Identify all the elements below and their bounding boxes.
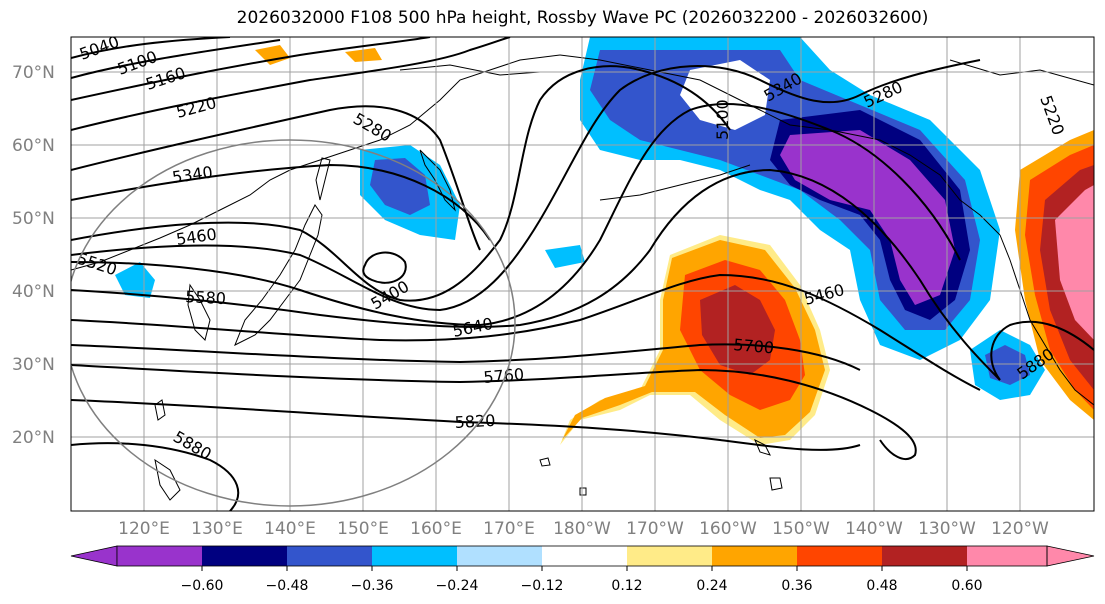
contour-label: 5760 bbox=[483, 365, 525, 387]
coast-north-america-west bbox=[999, 234, 1094, 406]
contour-5520 bbox=[71, 102, 961, 327]
contour-5640 bbox=[71, 273, 981, 391]
lat-label-70n: 70°N bbox=[12, 63, 55, 83]
colorbar-segment bbox=[797, 546, 882, 566]
contour-5040 bbox=[71, 37, 231, 59]
colorbar-tick-label: −0.48 bbox=[266, 578, 309, 594]
contour-label: 5580 bbox=[185, 287, 227, 308]
coast-taiwan-philippines bbox=[154, 399, 181, 501]
contour-5580 bbox=[71, 168, 1001, 381]
colorbar-tick-label: 0.12 bbox=[611, 578, 642, 594]
lon-label: 150°E bbox=[337, 519, 389, 539]
anomaly-positive-east bbox=[970, 130, 1094, 420]
contour-5160 bbox=[71, 37, 431, 101]
colorbar-tick-label: −0.60 bbox=[181, 578, 224, 594]
lon-label: 160°W bbox=[699, 519, 757, 539]
lon-label: 120°E bbox=[118, 519, 170, 539]
anomaly-fill-purple bbox=[780, 130, 955, 305]
lat-label-30n: 30°N bbox=[12, 355, 55, 375]
anomaly-fill-medium-blue bbox=[590, 50, 980, 330]
contour-5820 bbox=[71, 399, 861, 451]
contour-5880-east bbox=[990, 320, 1094, 381]
colorbar-segment bbox=[117, 546, 202, 566]
map-title: 2026032000 F108 500 hPa height, Rossby W… bbox=[236, 8, 929, 28]
longitude-labels: 120°E 130°E 140°E 150°E 160°E 170°E 180°… bbox=[118, 519, 1049, 539]
colorbar-segment bbox=[712, 546, 797, 566]
colorbar-segment bbox=[372, 546, 457, 566]
contour-5880 bbox=[71, 442, 240, 511]
lat-label-40n: 40°N bbox=[12, 282, 55, 302]
coast-japan bbox=[234, 204, 323, 347]
contour-5760 bbox=[71, 364, 917, 460]
coast-aleutians bbox=[599, 164, 751, 201]
height-contours bbox=[71, 37, 1094, 511]
lon-label: 170°E bbox=[483, 519, 535, 539]
lon-label: 120°W bbox=[991, 519, 1049, 539]
contour-5100 bbox=[71, 39, 281, 79]
contour-5340 bbox=[71, 163, 491, 241]
contour-5400 bbox=[71, 65, 731, 302]
colorbar-tick-label: −0.12 bbox=[521, 578, 564, 594]
anomaly-orange-top-left bbox=[255, 45, 290, 65]
coast-hawaii bbox=[539, 438, 783, 496]
colorbar-tick-label: 0.36 bbox=[781, 578, 812, 594]
lat-label-20n: 20°N bbox=[12, 428, 55, 448]
colorbar-segment bbox=[882, 546, 967, 566]
colorbar-segment bbox=[287, 546, 372, 566]
colorbar-ticks bbox=[201, 566, 968, 571]
contour-label: 5100 bbox=[713, 99, 732, 140]
radius-circle bbox=[71, 139, 516, 507]
coast-asia-mainland bbox=[71, 54, 561, 271]
anomaly-positive-central bbox=[560, 235, 830, 445]
colorbar-segment bbox=[967, 546, 1047, 566]
lon-label: 130°E bbox=[191, 519, 243, 539]
colorbar-segment bbox=[542, 546, 627, 566]
lon-label: 140°E bbox=[264, 519, 316, 539]
colorbar-tick-label: −0.36 bbox=[351, 578, 394, 594]
anomaly-small-blue-west bbox=[115, 262, 155, 298]
colorbar-border bbox=[116, 545, 1048, 567]
colorbar-extend-max bbox=[1046, 545, 1095, 567]
positive-fill-dark-red bbox=[700, 285, 775, 375]
contour-5460 bbox=[71, 59, 981, 312]
contour-5220 bbox=[71, 37, 511, 131]
contour-5700 bbox=[71, 343, 861, 371]
coast-kamchatka bbox=[419, 149, 456, 212]
colorbar-extend-min bbox=[70, 545, 118, 567]
coast-sakhalin bbox=[315, 157, 331, 201]
colorbar: −0.60 −0.48 −0.36 −0.24 −0.12 0.12 0.24 … bbox=[70, 545, 1095, 594]
colorbar-segment bbox=[627, 546, 712, 566]
lon-label: 130°W bbox=[918, 519, 976, 539]
lat-label-50n: 50°N bbox=[12, 209, 55, 229]
colorbar-segment bbox=[457, 546, 542, 566]
map-frame bbox=[70, 36, 1095, 512]
colorbar-tick-label: 0.60 bbox=[951, 578, 982, 594]
lon-label: 150°W bbox=[772, 519, 830, 539]
east-fill-pink bbox=[1055, 185, 1094, 340]
colorbar-tick-label: 0.48 bbox=[866, 578, 897, 594]
colorbar-tick-label: 0.24 bbox=[696, 578, 727, 594]
lat-label-60n: 60°N bbox=[12, 136, 55, 156]
colorbar-tick-label: −0.24 bbox=[436, 578, 479, 594]
contour-label: 5700 bbox=[733, 335, 775, 357]
anomaly-gap-white bbox=[680, 60, 770, 130]
contour-5400-loop bbox=[362, 251, 407, 284]
contour-5280 bbox=[71, 105, 481, 251]
anomaly-small-blue-mid bbox=[545, 245, 585, 268]
latitude-labels: 70°N 60°N 50°N 40°N 30°N 20°N bbox=[12, 63, 55, 448]
lon-label: 180°W bbox=[553, 519, 611, 539]
lon-label: 170°W bbox=[626, 519, 684, 539]
contour-label: 5820 bbox=[454, 411, 496, 432]
anomaly-negative-north bbox=[580, 37, 1000, 360]
colorbar-segment bbox=[202, 546, 287, 566]
lon-label: 160°E bbox=[410, 519, 462, 539]
lon-label: 140°W bbox=[845, 519, 903, 539]
